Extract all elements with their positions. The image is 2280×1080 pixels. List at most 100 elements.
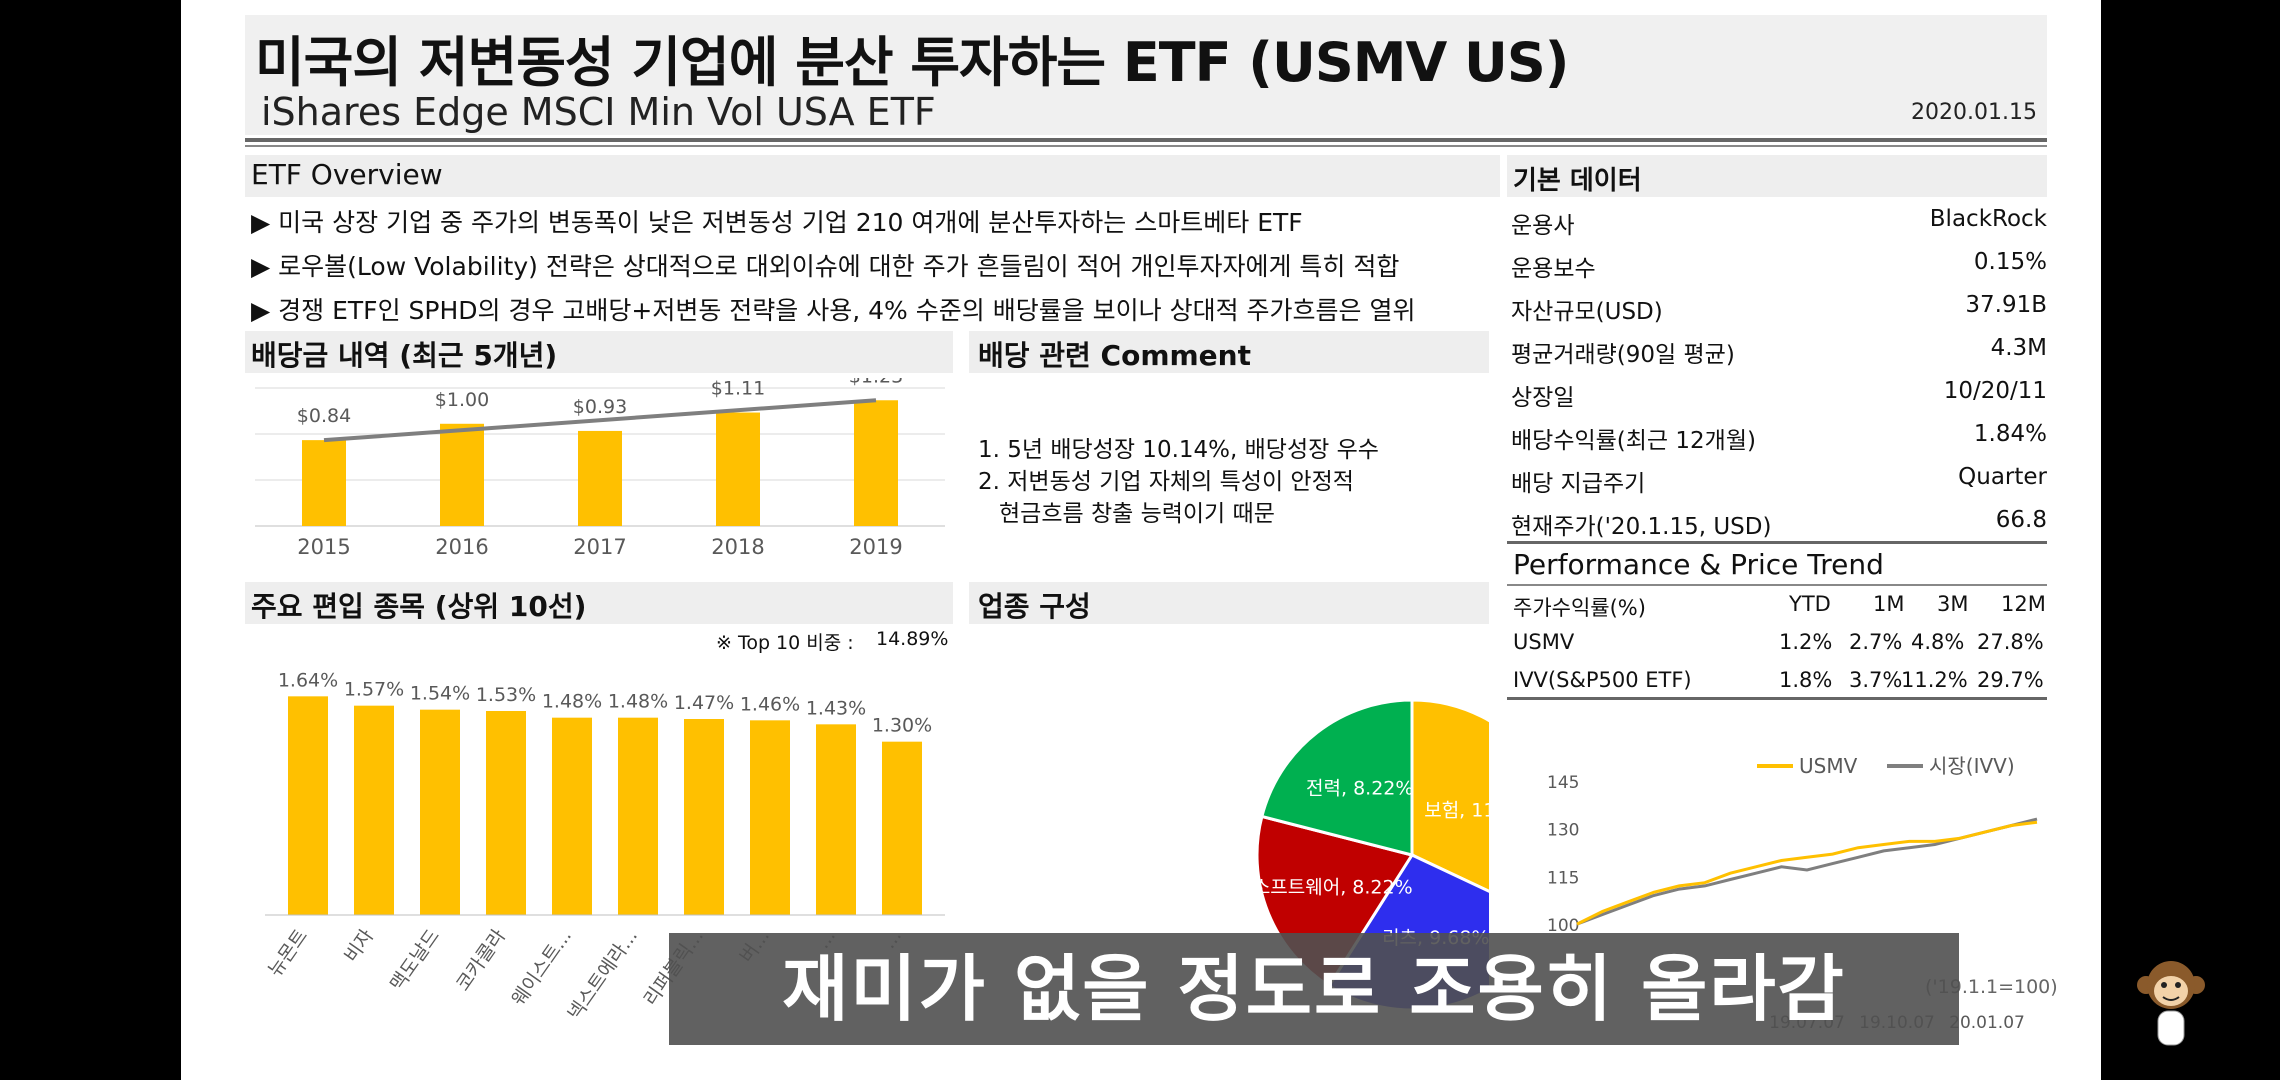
perf-cell: 4.8%	[1911, 630, 1965, 654]
basic-key: 운용보수	[1511, 256, 1596, 282]
header-rule	[245, 138, 2047, 142]
sector-slice-label: 보험, 11.67%	[1424, 799, 1489, 821]
dividend-bar	[440, 423, 484, 526]
comment-line-3: 현금흐름 창출 능력이기 때문	[999, 501, 1275, 527]
comment-line-1: 1. 5년 배당성장 10.14%, 배당성장 우수	[978, 437, 1379, 463]
holdings-chart: 1.64% 뉴몬트 1.57% 비자 1.54% 맥도날드 1.53% 코카콜라 1.48% 웨이…	[264, 669, 945, 1024]
top10-value: 14.89%	[876, 628, 949, 650]
basic-band	[1507, 155, 2047, 197]
holding-name-label: 넥스트에라...	[564, 925, 643, 1024]
basic-row: 현재주가('20.1.15, USD) 66.8	[1511, 501, 2047, 543]
basic-key: 현재주가('20.1.15, USD)	[1511, 514, 1772, 540]
perf-header-12m: 12M	[2001, 592, 2046, 616]
holding-bar	[420, 709, 460, 915]
holding-bar	[816, 724, 856, 915]
holding-value-label: 1.64%	[278, 669, 338, 691]
holding-name-label: 비자	[340, 925, 378, 966]
perf-cell: 27.8%	[1977, 630, 2044, 654]
y-tick-label: 115	[1547, 868, 1579, 888]
basic-key: 상장일	[1511, 385, 1575, 411]
perf-header-ytd: YTD	[1789, 592, 1831, 616]
perf-cell: 3.7%	[1849, 668, 1903, 692]
dividend-bar	[302, 440, 346, 526]
basic-row: 상장일 10/20/11	[1511, 372, 2047, 414]
holding-bar	[750, 720, 790, 915]
holding-bar	[486, 711, 526, 915]
holding-bar	[618, 717, 658, 915]
basic-key: 평균거래량(90일 평균)	[1511, 342, 1735, 368]
basic-row: 배당 지급주기 Quarter	[1511, 458, 2047, 500]
perf-cell: 11.2%	[1901, 668, 1968, 692]
y-tick-label: 145	[1547, 773, 1579, 793]
dividend-value-label: $1.00	[435, 389, 489, 411]
overview-bullet-3: ▶ 경쟁 ETF인 SPHD의 경우 고배당+저변동 전략을 사용, 4% 수준…	[251, 296, 1416, 325]
basic-key: 운용사	[1511, 213, 1575, 239]
basic-title: 기본 데이터	[1513, 166, 1642, 196]
dividend-title: 배당금 내역 (최근 5개년)	[251, 339, 558, 372]
holding-bar	[354, 705, 394, 915]
holding-value-label: 1.46%	[740, 693, 800, 715]
holding-bar	[552, 717, 592, 915]
perf-row-name: USMV	[1513, 630, 1575, 654]
holding-value-label: 1.48%	[542, 691, 602, 713]
dividend-value-label: $0.84	[297, 405, 351, 427]
basic-key: 자산규모(USD)	[1511, 299, 1663, 325]
overview-title: ETF Overview	[251, 158, 443, 191]
dividend-year-label: 2016	[435, 535, 488, 559]
legend-label-usmv: USMV	[1799, 754, 1858, 778]
sector-slice-label: 전력, 8.22%	[1306, 778, 1413, 800]
perf-cell: 29.7%	[1977, 668, 2044, 692]
page-subtitle: iShares Edge MSCI Min Vol USA ETF	[261, 90, 936, 134]
basic-row: 운용사 BlackRock	[1511, 200, 2047, 242]
price-series-line	[1576, 820, 2038, 926]
dividend-year-label: 2017	[573, 535, 626, 559]
holding-value-label: 1.53%	[476, 684, 536, 706]
basic-value: 66.8	[1995, 507, 2047, 533]
dividend-year-label: 2019	[849, 535, 902, 559]
holding-value-label: 1.57%	[344, 679, 404, 701]
basic-key: 배당 지급주기	[1511, 471, 1646, 497]
dividend-bar	[716, 412, 760, 526]
holding-name-label: 뉴몬트	[264, 925, 312, 981]
holding-value-label: 1.43%	[806, 697, 866, 719]
performance-rule-bottom	[1507, 697, 2047, 700]
header-rule-thin	[245, 145, 2047, 147]
top10-label: ※ Top 10 비중 :	[716, 632, 854, 654]
comment-line-2: 2. 저변동성 기업 자체의 특성이 안정적	[978, 469, 1354, 495]
x-tick-label: 20.01.07	[1949, 1013, 2025, 1033]
dividend-chart: $0.84 2015 $1.00 2016 $0.93 2017 $1.11 2018 $1.2…	[255, 378, 945, 559]
basic-row: 자산규모(USD) 37.91B	[1511, 286, 2047, 328]
sector-band	[969, 582, 1489, 624]
video-caption: 재미가 없을 정도로 조용히 올라감	[669, 933, 1959, 1045]
perf-header-1m: 1M	[1873, 592, 1905, 616]
perf-cell: 1.2%	[1779, 630, 1833, 654]
basic-key: 배당수익률(최근 12개월)	[1511, 428, 1756, 454]
perf-cell: 1.8%	[1779, 668, 1833, 692]
perf-header-3m: 3M	[1937, 592, 1969, 616]
dividend-bar	[578, 430, 622, 526]
report-date: 2020.01.15	[1911, 100, 2037, 125]
perf-header-name: 주가수익률(%)	[1513, 596, 1646, 620]
holdings-band	[245, 582, 953, 624]
basic-row: 배당수익률(최근 12개월) 1.84%	[1511, 415, 2047, 457]
monkey-logo-icon	[2137, 961, 2205, 1046]
overview-band	[245, 155, 1500, 197]
holding-value-label: 1.48%	[608, 691, 668, 713]
holding-value-label: 1.47%	[674, 692, 734, 714]
comment-title: 배당 관련 Comment	[978, 339, 1251, 372]
holding-name-label: 맥도날드	[386, 925, 444, 995]
basic-value: Quarter	[1958, 464, 2047, 490]
basic-value: 37.91B	[1965, 292, 2047, 318]
dividend-value-label: $1.23	[849, 378, 903, 387]
basic-value: 0.15%	[1973, 249, 2047, 275]
page-title: 미국의 저변동성 기업에 분산 투자하는 ETF (USMV US)	[255, 31, 1569, 94]
holding-name-label: 웨이스트...	[508, 925, 577, 1010]
holding-name-label: 코카콜라	[452, 925, 510, 995]
holding-bar	[882, 741, 922, 915]
dividend-year-label: 2015	[297, 535, 350, 559]
basic-value: 10/20/11	[1943, 378, 2047, 404]
holding-bar	[684, 719, 724, 915]
performance-title: Performance & Price Trend	[1513, 548, 1884, 581]
holdings-title: 주요 편입 종목 (상위 10선)	[251, 590, 587, 623]
overview-bullet-2: ▶ 로우볼(Low Volability) 전략은 상대적으로 대외이슈에 대한…	[251, 252, 1400, 281]
